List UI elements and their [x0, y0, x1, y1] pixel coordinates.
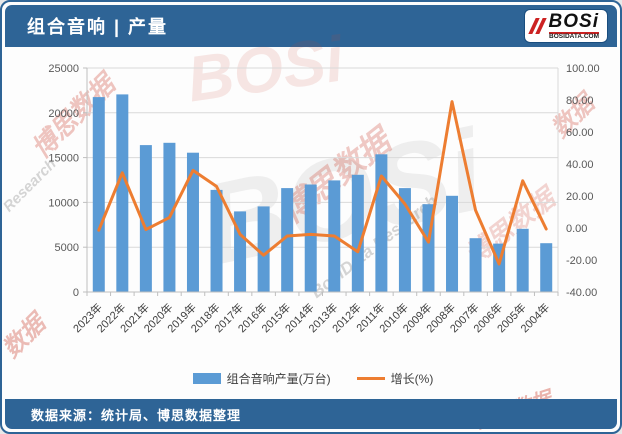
page-title: 组合音响 | 产量: [27, 17, 169, 37]
svg-text:0: 0: [73, 287, 79, 299]
svg-text:60.00: 60.00: [566, 127, 594, 139]
logo-slashes-icon: [527, 17, 547, 35]
svg-text:-40.00: -40.00: [566, 287, 597, 299]
svg-text:10000: 10000: [48, 197, 79, 209]
chart-legend: 组合音响产量(万台) 增长(%): [2, 370, 620, 387]
header-band: 组合音响 | 产量 BOSi BOSIDATA.COM: [5, 5, 617, 47]
combo-chart: 0 5000 10000 15000 20000 25000 -40.00 -20.00 0.0…: [48, 63, 600, 335]
svg-text:0.00: 0.00: [566, 223, 587, 235]
data-source: 数据来源：统计局、博思数据整理: [31, 407, 242, 423]
logo-domain: BOSIDATA.COM: [549, 31, 599, 40]
bosi-logo: BOSi BOSIDATA.COM: [524, 9, 607, 43]
footer-band: 数据来源：统计局、博思数据整理: [5, 399, 617, 429]
svg-text:5000: 5000: [55, 242, 79, 254]
svg-text:20.00: 20.00: [566, 191, 594, 203]
svg-text:20000: 20000: [48, 108, 79, 120]
legend-bar-label: 组合音响产量(万台): [226, 372, 331, 386]
legend-line-label: 增长(%): [390, 372, 434, 386]
svg-text:-20.00: -20.00: [566, 255, 597, 267]
legend-item-production: 组合音响产量(万台): [192, 370, 331, 387]
svg-text:15000: 15000: [48, 153, 79, 165]
svg-text:100.00: 100.00: [566, 63, 600, 75]
svg-text:40.00: 40.00: [566, 159, 594, 171]
legend-bar-swatch: [192, 373, 221, 384]
logo-brand: BOSi: [548, 10, 599, 32]
legend-line-swatch: [356, 377, 385, 380]
svg-text:80.00: 80.00: [566, 95, 594, 107]
legend-item-growth: 增长(%): [356, 370, 434, 387]
svg-text:25000: 25000: [48, 63, 79, 75]
chart-area: 0 5000 10000 15000 20000 25000 -40.00 -20.00 0.0…: [2, 50, 620, 372]
